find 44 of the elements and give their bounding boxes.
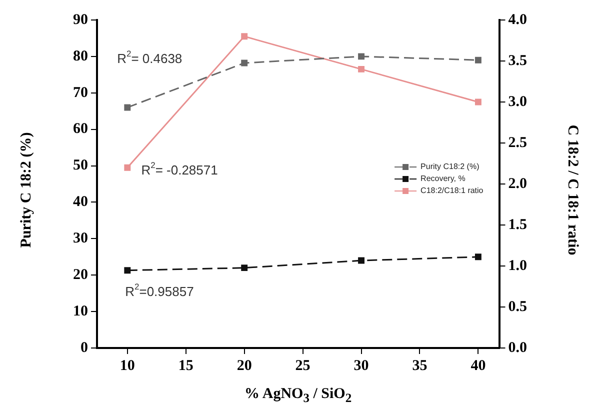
y-tick-label: 50: [73, 158, 88, 174]
x-tick-label: 35: [412, 358, 428, 374]
point: [358, 257, 364, 264]
legend-label: C18:2/C18:1 ratio: [420, 186, 484, 196]
point: [474, 254, 482, 260]
y2-tick-label: 2.5: [508, 134, 527, 151]
x-tick-label: 25: [295, 358, 310, 374]
y2-tick-label: 4.0: [508, 12, 527, 28]
y-tick-label: 80: [73, 48, 88, 64]
x-tick-label: 10: [120, 358, 135, 374]
y2-tick-label: 3.5: [508, 52, 527, 69]
point: [474, 56, 482, 64]
point: [241, 33, 248, 40]
point: [474, 98, 482, 106]
y2-tick-label: 0.0: [508, 340, 527, 356]
point: [124, 164, 131, 171]
y-tick-label: 70: [73, 84, 88, 101]
point: [241, 264, 248, 272]
y2-tick-label: 1.5: [508, 216, 527, 233]
y-tick-label: 10: [73, 303, 88, 320]
x-tick-label: 15: [178, 358, 194, 374]
y-tick-label: 60: [73, 121, 88, 138]
y-tick-label: 0: [80, 340, 88, 356]
x-tick-label: 30: [354, 358, 369, 374]
y2-tick-label: 1.0: [508, 258, 527, 274]
y2-axis-title: C 18:2 / C 18:1 ratio: [564, 124, 580, 256]
y2-tick-label: 2.0: [508, 176, 527, 192]
y2-tick-label: 0.5: [508, 298, 527, 315]
x-tick-label: 40: [470, 358, 486, 374]
y-tick-label: 30: [73, 230, 88, 247]
point: [124, 267, 131, 274]
y-tick-label: 40: [73, 194, 88, 210]
legend-label: Purity C18:2 (%): [420, 162, 480, 172]
x-tick-label: 20: [236, 358, 252, 374]
y-tick-label: 90: [73, 12, 88, 28]
legend-label: Recovery, %: [420, 174, 466, 184]
y-tick-label: 20: [73, 266, 88, 283]
x-axis-title: % AgNO$_{3}$ / SiO$_{2}$: [243, 386, 353, 406]
point: [358, 66, 364, 72]
point: [241, 60, 248, 66]
y2-tick-label: 3.0: [508, 94, 527, 110]
y-axis-title: Purity C 18:2 (%): [18, 132, 36, 248]
point: [358, 53, 364, 60]
point: [124, 104, 131, 111]
